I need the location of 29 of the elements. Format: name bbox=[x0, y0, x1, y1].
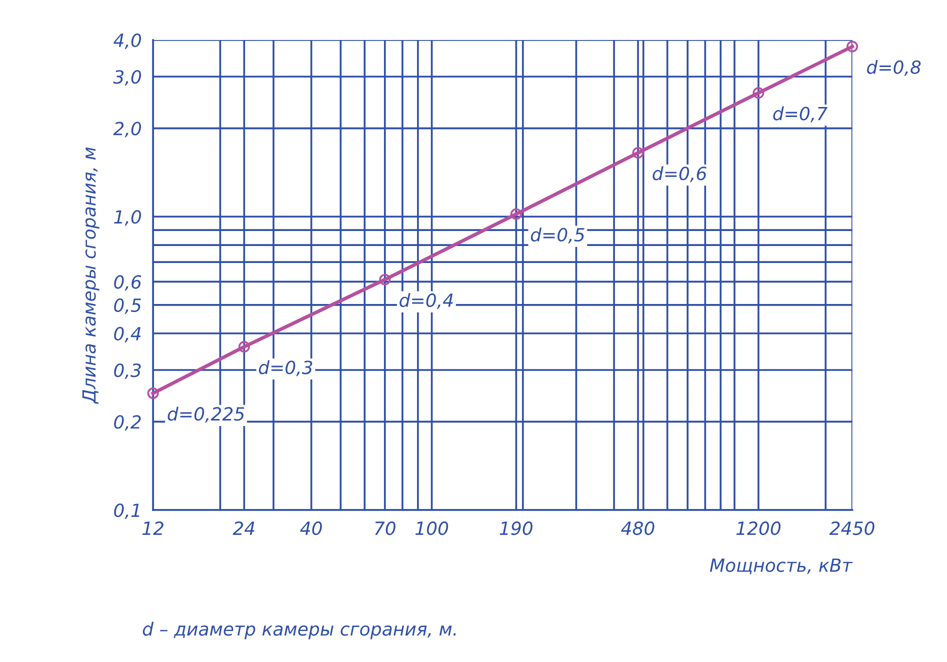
annotation: d=0,7 bbox=[773, 106, 828, 122]
y-tick-label: 0,5 bbox=[114, 298, 141, 314]
annotation: d=0,5 bbox=[530, 228, 584, 244]
x-tick-label: 12 bbox=[142, 521, 164, 535]
y-tick-label: 0,6 bbox=[114, 275, 142, 291]
x-tick-label: 70 bbox=[375, 521, 396, 536]
y-tick-label: 1,0 bbox=[114, 210, 142, 226]
y-tick-label: 0,1 bbox=[114, 503, 140, 519]
y-tick-label: 4,0 bbox=[114, 33, 142, 49]
x-tick-label: 2450 bbox=[829, 521, 874, 536]
y-axis-title: Длина камеры сгорания, м bbox=[82, 147, 100, 404]
annotation: d=0,4 bbox=[400, 293, 453, 309]
y-tick-label: 0,2 bbox=[114, 415, 141, 431]
text: d – диаметр камеры сгорания, м. bbox=[142, 622, 456, 640]
y-tick-label: 0,3 bbox=[114, 363, 141, 379]
x-tick-label: 100 bbox=[415, 521, 448, 536]
y-tick-label: 3,0 bbox=[113, 70, 142, 86]
annotation: d=0,3 bbox=[258, 360, 312, 376]
y-tick-label: 2,0 bbox=[113, 122, 142, 138]
annotation: d=0,6 bbox=[652, 166, 706, 182]
x-tick-label: 40 bbox=[300, 521, 322, 536]
x-tick-label: 1200 bbox=[736, 521, 781, 536]
x-axis-title: Мощность, кВт bbox=[710, 558, 853, 574]
y-tick-label: 0,4 bbox=[114, 326, 141, 342]
x-tick-label: 480 bbox=[621, 521, 654, 536]
x-tick-label: 24 bbox=[232, 521, 254, 535]
annotation: d=0,8 bbox=[867, 60, 921, 76]
x-tick-label: 190 bbox=[500, 521, 532, 536]
annotation: d=0,225 bbox=[168, 406, 244, 423]
